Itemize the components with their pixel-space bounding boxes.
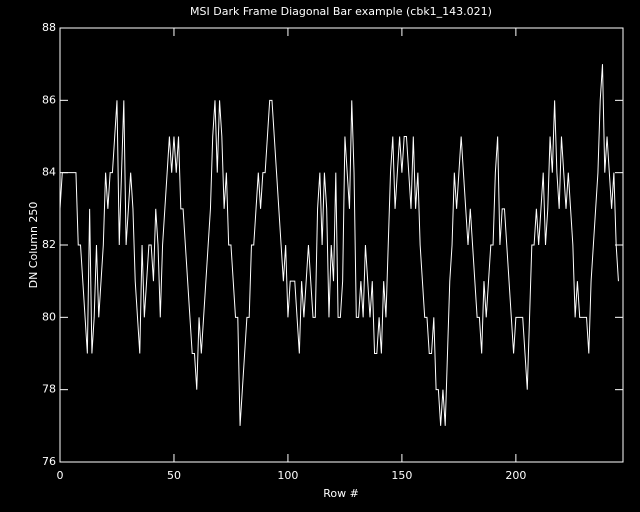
- x-tick-label: 200: [505, 469, 526, 482]
- chart-title: MSI Dark Frame Diagonal Bar example (cbk…: [190, 5, 492, 18]
- data-line: [59, 64, 619, 426]
- x-tick-label: 150: [391, 469, 412, 482]
- y-tick-label: 86: [42, 93, 56, 106]
- y-tick-label: 88: [42, 21, 56, 34]
- x-axis-label: Row #: [323, 487, 359, 500]
- y-tick-label: 78: [42, 383, 56, 396]
- y-tick-label: 82: [42, 238, 56, 251]
- y-tick-label: 76: [42, 455, 56, 468]
- y-tick-label: 80: [42, 310, 56, 323]
- x-tick-label: 100: [277, 469, 298, 482]
- y-tick-label: 84: [42, 166, 56, 179]
- x-tick-label: 50: [167, 469, 181, 482]
- x-tick-label: 0: [57, 469, 64, 482]
- y-axis-label: DN Column 250: [27, 202, 40, 289]
